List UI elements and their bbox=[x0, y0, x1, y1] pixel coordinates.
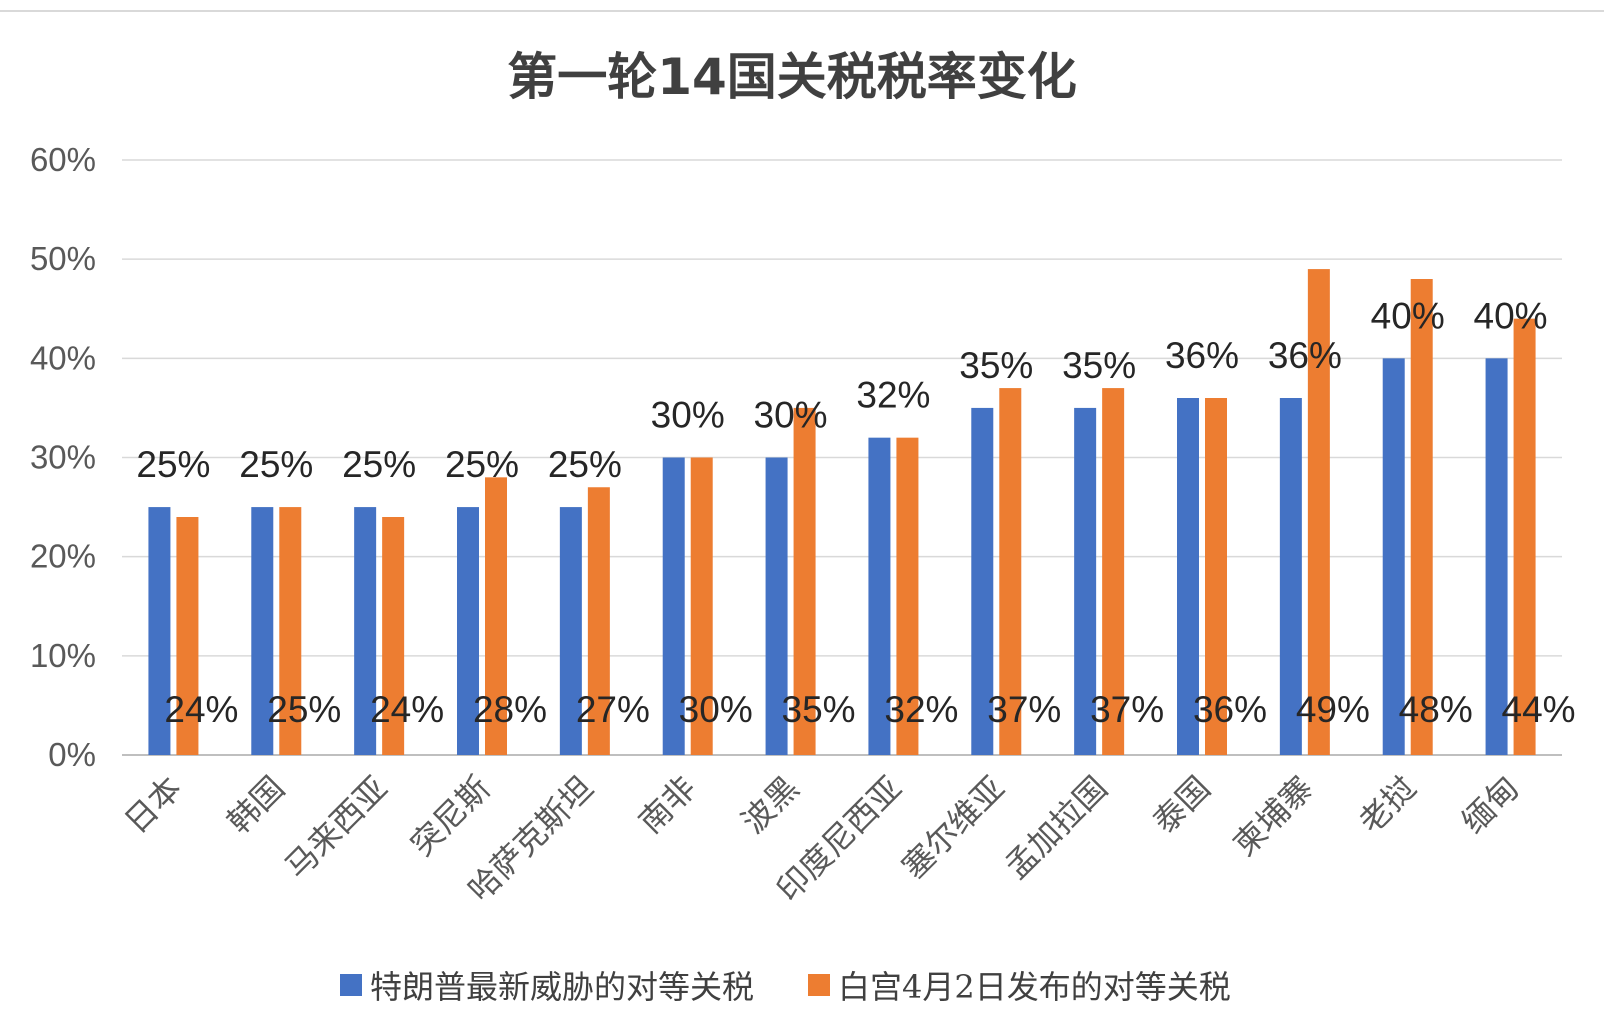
data-label-series-1: 30% bbox=[754, 395, 828, 436]
bar-series-2 bbox=[793, 407, 816, 755]
category-label: 泰国 bbox=[1146, 769, 1218, 841]
data-label-series-2: 36% bbox=[1193, 689, 1267, 730]
bar-series-2 bbox=[1102, 388, 1125, 755]
bar-series-2 bbox=[896, 437, 919, 755]
data-label-series-1: 40% bbox=[1474, 295, 1548, 336]
category-label: 波黑 bbox=[734, 769, 806, 841]
y-tick-label: 30% bbox=[30, 439, 96, 476]
legend-label: 特朗普最新威胁的对等关税 bbox=[370, 968, 754, 1006]
data-label-series-1: 25% bbox=[239, 444, 313, 485]
legend: 特朗普最新威胁的对等关税 白宫4月2日发布的对等关税 bbox=[340, 968, 1231, 1006]
chart-frame bbox=[0, 10, 1604, 1036]
bar-series-1 bbox=[868, 437, 891, 755]
data-label-series-1: 25% bbox=[445, 444, 519, 485]
bar-series-2 bbox=[176, 517, 199, 755]
bar-series-2 bbox=[690, 457, 713, 755]
bar-series-2 bbox=[1307, 269, 1330, 755]
category-label: 马来西亚 bbox=[277, 769, 394, 886]
legend-swatch bbox=[340, 974, 362, 996]
category-label: 老挝 bbox=[1351, 769, 1423, 841]
category-label: 日本 bbox=[117, 769, 189, 841]
bar-series-2 bbox=[485, 477, 507, 755]
data-label-series-2: 44% bbox=[1502, 689, 1576, 730]
bar-series-1 bbox=[765, 457, 788, 755]
data-label-series-1: 40% bbox=[1371, 295, 1445, 336]
chart-title: 第一轮14国关税税率变化 bbox=[507, 48, 1077, 106]
legend-swatch bbox=[808, 974, 830, 996]
bar-series-2 bbox=[382, 517, 405, 755]
data-label-series-1: 30% bbox=[651, 395, 725, 436]
data-label-series-2: 48% bbox=[1399, 689, 1473, 730]
data-label-series-2: 24% bbox=[164, 689, 238, 730]
y-tick-label: 10% bbox=[30, 637, 96, 674]
bar-series-2 bbox=[1205, 398, 1227, 755]
y-axis: 0% 10% 20% 30% 40% 50% 60% bbox=[30, 141, 96, 773]
y-tick-label: 60% bbox=[30, 141, 96, 178]
category-label: 缅甸 bbox=[1454, 769, 1526, 841]
y-tick-label: 40% bbox=[30, 339, 96, 376]
category-label: 塞尔维亚 bbox=[895, 769, 1012, 886]
data-label-series-1: 35% bbox=[1062, 345, 1136, 386]
data-label-series-1: 25% bbox=[342, 444, 416, 485]
bar-series-1 bbox=[354, 507, 377, 755]
data-label-series-2: 35% bbox=[782, 689, 856, 730]
data-label-series-2: 24% bbox=[370, 689, 444, 730]
bar-series-2 bbox=[1410, 279, 1433, 755]
data-label-series-2: 37% bbox=[1090, 689, 1164, 730]
data-label-series-2: 28% bbox=[473, 689, 547, 730]
bar-series-1 bbox=[148, 507, 171, 755]
data-label-series-2: 37% bbox=[987, 689, 1061, 730]
data-label-series-1: 36% bbox=[1165, 335, 1239, 376]
bar-series-1 bbox=[251, 507, 274, 755]
data-labels: 25% 24% 25% 25% 25% 24% 25% 28% 25% 27% 30% 30% 30% 3… bbox=[136, 295, 1575, 730]
bar-series-1 bbox=[1485, 358, 1508, 755]
bar-series-1 bbox=[662, 457, 685, 755]
category-label: 突尼斯 bbox=[403, 769, 498, 864]
data-label-series-1: 25% bbox=[548, 444, 622, 485]
bar-series-1 bbox=[559, 507, 582, 755]
gridlines bbox=[122, 159, 1562, 756]
y-tick-label: 0% bbox=[48, 736, 96, 773]
data-label-series-2: 27% bbox=[576, 689, 650, 730]
y-tick-label: 50% bbox=[30, 240, 96, 277]
bar-series-1 bbox=[1279, 398, 1302, 755]
bar-series-1 bbox=[1074, 407, 1097, 755]
bar-series-1 bbox=[1177, 398, 1199, 755]
bar-series-2 bbox=[1513, 318, 1536, 755]
bars bbox=[148, 269, 1536, 755]
data-label-series-1: 35% bbox=[959, 345, 1033, 386]
category-label: 孟加拉国 bbox=[997, 769, 1114, 886]
data-label-series-1: 32% bbox=[856, 375, 930, 416]
data-label-series-1: 36% bbox=[1268, 335, 1342, 376]
legend-label: 白宫4月2日发布的对等关税 bbox=[838, 968, 1231, 1006]
data-label-series-2: 30% bbox=[679, 689, 753, 730]
bar-series-1 bbox=[457, 507, 479, 755]
y-tick-label: 20% bbox=[30, 538, 96, 575]
bar-series-2 bbox=[587, 487, 610, 755]
category-label: 南非 bbox=[631, 769, 703, 841]
data-label-series-2: 32% bbox=[884, 689, 958, 730]
bar-series-1 bbox=[971, 407, 994, 755]
data-label-series-2: 25% bbox=[267, 689, 341, 730]
data-label-series-2: 49% bbox=[1296, 689, 1370, 730]
data-label-series-1: 25% bbox=[136, 444, 210, 485]
category-label: 柬埔寨 bbox=[1226, 769, 1321, 864]
bar-series-2 bbox=[279, 507, 302, 755]
bar-series-2 bbox=[999, 388, 1022, 755]
bar-series-1 bbox=[1382, 358, 1405, 755]
category-label: 韩国 bbox=[220, 769, 292, 841]
